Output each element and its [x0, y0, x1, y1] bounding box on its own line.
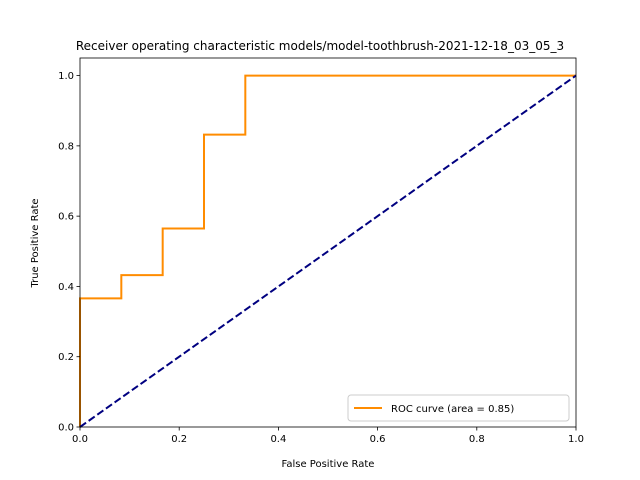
x-axis-label: False Positive Rate [282, 459, 375, 470]
plot-background [80, 58, 576, 427]
x-tick-label: 0.4 [270, 434, 286, 445]
y-axis-label: True Positive Rate [30, 198, 41, 288]
y-axis-ticks: 0.0 0.2 0.4 0.6 0.8 1.0 [58, 71, 80, 434]
y-tick-label: 1.0 [58, 71, 74, 82]
legend-box [347, 394, 570, 422]
x-tick-label: 0.6 [370, 434, 386, 445]
x-tick-label: 1.0 [568, 434, 584, 445]
x-tick-label: 0.0 [72, 434, 88, 445]
y-tick-label: 0.2 [58, 352, 74, 363]
legend-roc-label: ROC curve (area = 0.85) [391, 404, 514, 415]
y-tick-label: 0.6 [58, 212, 74, 223]
legend: ROC curve (area = 0.85) [347, 394, 570, 422]
y-tick-label: 0.4 [58, 282, 74, 293]
x-tick-label: 0.2 [171, 434, 187, 445]
roc-curve-line [79, 74, 576, 427]
y-tick-label: 0.0 [58, 423, 74, 434]
y-tick-label: 0.8 [58, 141, 74, 152]
chart-title: Receiver operating characteristic models… [76, 39, 564, 53]
plot-area [79, 57, 577, 428]
chance-diagonal-line [79, 74, 577, 428]
x-tick-label: 0.8 [469, 434, 485, 445]
x-axis-ticks: 0.0 0.2 0.4 0.6 0.8 1.0 [72, 427, 584, 445]
axes-frame [79, 57, 577, 428]
